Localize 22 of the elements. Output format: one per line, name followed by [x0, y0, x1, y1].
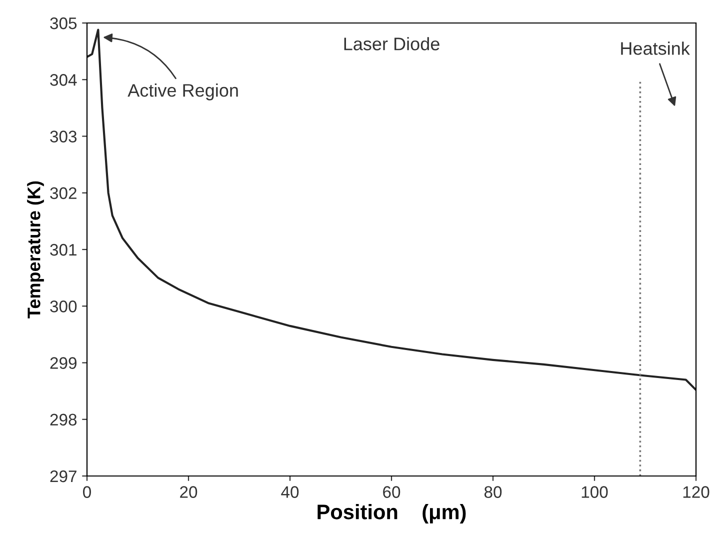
y-tick-label: 305: [50, 17, 77, 30]
y-tick-label: 303: [50, 130, 77, 142]
y-axis-title: Temperature (K): [27, 181, 44, 318]
y-tick-label: 304: [50, 74, 77, 86]
annotation: Heatsink: [621, 42, 690, 55]
x-tick-label: 120: [683, 486, 710, 498]
x-axis-title: Position (μm): [318, 504, 466, 524]
x-tick-label: 100: [582, 486, 608, 498]
y-tick-label: 298: [50, 414, 77, 426]
y-tick-label: 302: [50, 187, 76, 200]
x-tick-label: 60: [383, 486, 400, 498]
x-tick-label: 80: [484, 486, 502, 498]
y-tick-label: 300: [50, 300, 77, 312]
y-tick-label: 297: [50, 470, 76, 482]
y-tick-label: 301: [50, 244, 76, 256]
line-series: [87, 28, 696, 391]
x-tick-label: 0: [83, 486, 91, 498]
y-tick-label: 299: [50, 357, 76, 369]
annotation: Active Region: [128, 84, 238, 100]
x-tick-label: 40: [281, 486, 299, 498]
annotation: Laser Diode: [344, 37, 440, 50]
x-tick-label: 20: [180, 486, 198, 498]
